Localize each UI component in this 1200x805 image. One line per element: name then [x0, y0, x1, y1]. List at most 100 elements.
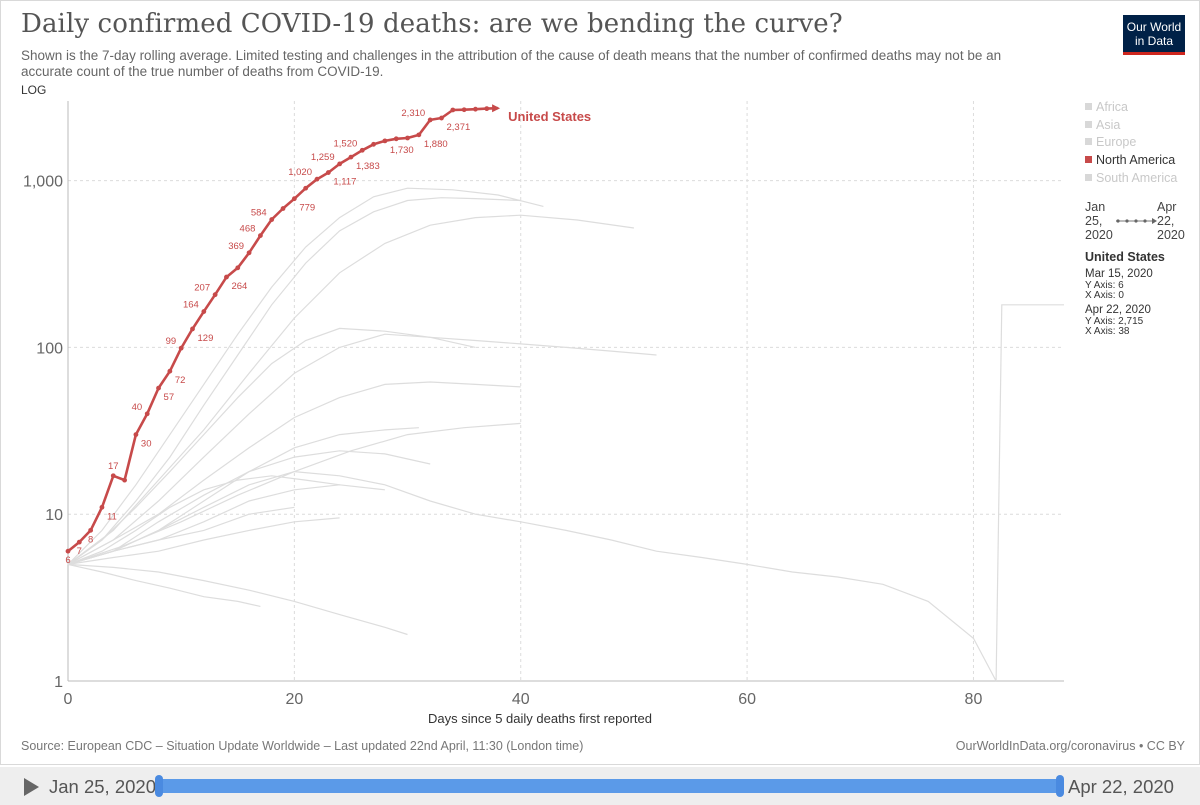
data-label: 8: [88, 534, 93, 545]
date-range-indicator: Jan 25, 2020 Apr 22, 2020: [1085, 200, 1190, 246]
data-label: 1,730: [390, 145, 414, 156]
data-point: [393, 136, 399, 142]
play-icon[interactable]: [24, 778, 39, 796]
range-arrow-icon: [1116, 218, 1157, 224]
y-tick-label: 1,000: [23, 174, 63, 191]
legend-swatch-icon: [1085, 138, 1092, 146]
data-label: 129: [198, 333, 214, 344]
data-point: [201, 309, 207, 314]
data-point: [337, 161, 343, 167]
range-end-month: Apr: [1157, 200, 1177, 214]
data-point: [190, 326, 195, 332]
timeline-bar: Jan 25, 2020 Apr 22, 2020: [0, 767, 1200, 805]
legend-item[interactable]: Asia: [1085, 117, 1195, 135]
hover-y-value: Y Axis: 6: [1085, 280, 1124, 291]
data-label: 468: [240, 224, 256, 235]
series-line: [67, 563, 408, 636]
legend-swatch-icon: [1085, 120, 1092, 128]
series-line: [67, 197, 521, 565]
data-point: [122, 477, 127, 483]
range-start-year: 2020: [1085, 228, 1113, 242]
data-label: 2,310: [401, 108, 425, 119]
x-tick-label: 80: [965, 691, 983, 708]
timeline-end-handle[interactable]: [1056, 775, 1064, 797]
timeline-start-label: Jan 25, 2020: [49, 776, 156, 797]
data-point: [371, 141, 376, 147]
chart-title: Daily confirmed COVID-19 deaths: are we …: [21, 9, 843, 39]
hover-country: United States: [1085, 250, 1165, 264]
x-axis-label: Days since 5 daily deaths first reported: [428, 711, 652, 726]
highlight-series-line: [67, 106, 499, 553]
data-point: [258, 233, 263, 238]
series-name-label: United States: [508, 109, 591, 124]
data-point: [314, 176, 320, 182]
legend-swatch-icon: [1085, 156, 1092, 164]
legend-label: South America: [1096, 170, 1178, 185]
y-tick-label: 1: [54, 674, 63, 691]
timeline-start-handle[interactable]: [155, 775, 163, 797]
timeline-track[interactable]: [159, 779, 1061, 793]
data-point: [167, 368, 173, 374]
y-tick-label: 100: [36, 340, 63, 357]
data-point: [484, 106, 490, 112]
credit-link[interactable]: OurWorldInData.org/coronavirus • CC BY: [955, 739, 1185, 753]
data-point: [156, 385, 161, 391]
series-arrow-icon: [492, 104, 501, 113]
legend-item[interactable]: North America: [1085, 152, 1195, 170]
legend-label: Africa: [1096, 100, 1128, 114]
x-tick-label: 20: [285, 691, 303, 708]
hover-date: Mar 15, 2020: [1085, 268, 1153, 280]
line-chart: 1 10 100 1,000 0 20 40 60 80 Days since 5 daily d…: [23, 101, 1064, 726]
data-point: [439, 115, 444, 121]
data-point: [291, 196, 297, 202]
data-label: 17: [108, 461, 119, 472]
data-point: [427, 117, 433, 123]
chart-subtitle: Shown is the 7-day rolling average. Limi…: [21, 48, 1002, 79]
data-label: 1,520: [333, 138, 357, 149]
legend-label: Asia: [1096, 117, 1121, 132]
hover-tooltip: United States Mar 15, 2020 Y Axis: 6 X A…: [1085, 250, 1195, 340]
range-end-day: 22,: [1157, 214, 1175, 228]
data-point: [235, 265, 241, 271]
legend-item[interactable]: Africa: [1085, 99, 1195, 117]
data-label: 207: [194, 283, 210, 294]
continent-legend: Africa Asia Europe North America South Ameri…: [1085, 99, 1195, 187]
data-point: [99, 504, 105, 510]
data-point: [178, 345, 184, 351]
hover-x-value: X Axis: 38: [1085, 326, 1130, 337]
log-scale-toggle[interactable]: LOG: [21, 83, 47, 97]
data-point: [382, 138, 388, 144]
legend-label: North America: [1096, 153, 1176, 168]
chart-frame: Daily confirmed COVID-19 deaths: are we …: [0, 0, 1200, 765]
data-label: 779: [299, 203, 315, 214]
data-point: [224, 274, 229, 280]
hover-entry-end: Apr 22, 2020 Y Axis: 2,715 X Axis: 38: [1085, 304, 1195, 337]
timeline-end-label: Apr 22, 2020: [1068, 776, 1174, 797]
data-point: [144, 411, 150, 417]
data-point: [416, 132, 422, 138]
range-end-year: 2020: [1157, 228, 1185, 242]
range-start-day: 25,: [1085, 214, 1103, 228]
data-point: [269, 217, 275, 222]
legend-item[interactable]: South America: [1085, 170, 1195, 188]
x-tick-label: 0: [64, 691, 73, 708]
data-point: [348, 154, 354, 160]
data-point: [76, 539, 82, 545]
data-point: [450, 107, 456, 113]
legend-swatch-icon: [1085, 173, 1092, 181]
data-point: [280, 206, 286, 211]
data-point: [303, 185, 309, 191]
range-start-month: Jan: [1085, 200, 1106, 214]
hover-date: Apr 22, 2020: [1085, 304, 1151, 316]
hover-x-value: X Axis: 0: [1085, 290, 1124, 301]
data-label: 72: [175, 375, 186, 386]
legend-item[interactable]: Europe: [1085, 134, 1195, 152]
series-line: [67, 517, 340, 565]
hover-entry-start: Mar 15, 2020 Y Axis: 6 X Axis: 0: [1085, 268, 1195, 301]
data-point: [65, 548, 71, 554]
data-label: 1,117: [333, 177, 356, 188]
data-point: [473, 106, 478, 112]
data-label: 1,020: [288, 167, 312, 178]
owid-logo[interactable]: Our World in Data: [1123, 15, 1185, 55]
data-point: [110, 473, 116, 479]
